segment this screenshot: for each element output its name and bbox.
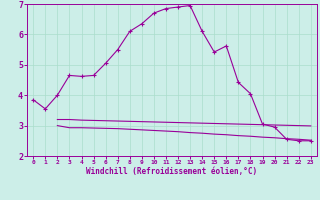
X-axis label: Windchill (Refroidissement éolien,°C): Windchill (Refroidissement éolien,°C) bbox=[86, 167, 258, 176]
